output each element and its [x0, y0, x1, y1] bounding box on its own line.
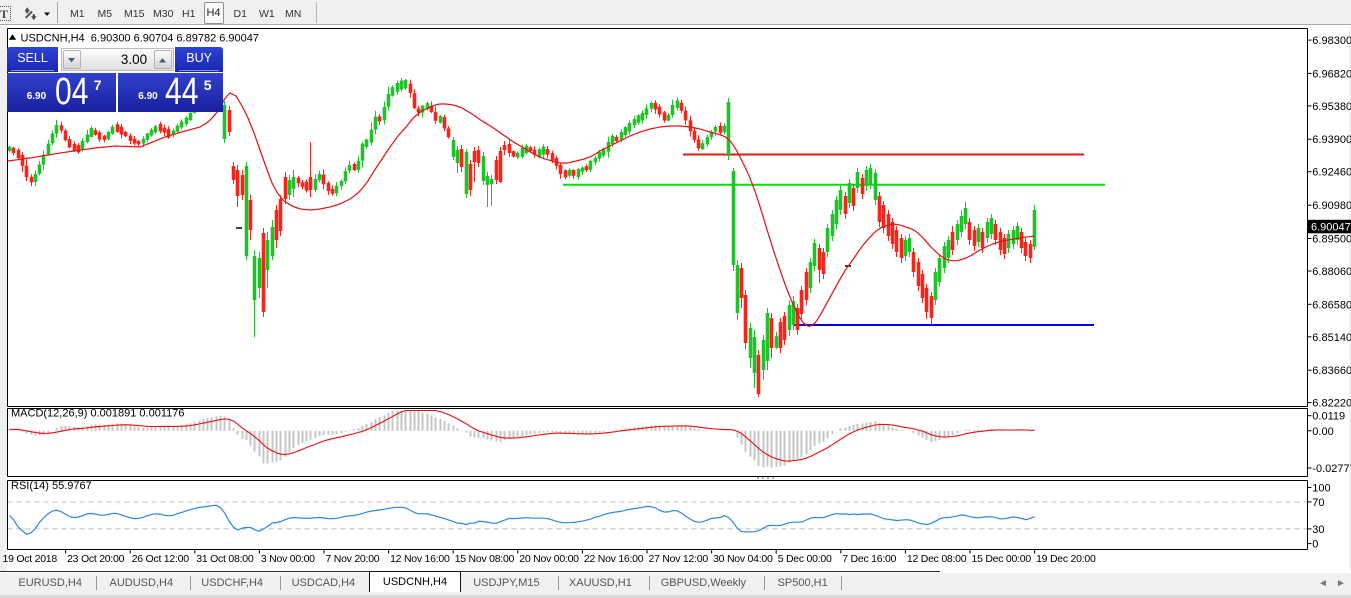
svg-text:19 Dec 20:00: 19 Dec 20:00	[1036, 553, 1096, 565]
svg-text:3 Nov 00:00: 3 Nov 00:00	[261, 553, 315, 565]
svg-text:6.95380: 6.95380	[1312, 101, 1351, 113]
svg-text:6.85140: 6.85140	[1312, 332, 1351, 344]
svg-text:26 Oct 12:00: 26 Oct 12:00	[132, 553, 190, 565]
svg-text:0.0119: 0.0119	[1312, 411, 1345, 423]
svg-text:6.83660: 6.83660	[1312, 365, 1351, 377]
svg-text:15 Nov 08:00: 15 Nov 08:00	[455, 553, 515, 565]
svg-text:-0.0277754: -0.0277754	[1312, 463, 1351, 475]
svg-text:6.93900: 6.93900	[1312, 134, 1351, 146]
svg-text:6.90980: 6.90980	[1312, 200, 1351, 212]
svg-text:23 Oct 20:00: 23 Oct 20:00	[67, 553, 125, 565]
svg-text:27 Nov 12:00: 27 Nov 12:00	[649, 553, 709, 565]
svg-text:100: 100	[1312, 482, 1330, 494]
svg-text:7 Dec 16:00: 7 Dec 16:00	[842, 553, 896, 565]
svg-text:6.89500: 6.89500	[1312, 234, 1351, 246]
svg-text:USDCNH,H4 6.90300 6.90704 6.8: USDCNH,H4 6.90300 6.90704 6.89782 6.9004…	[21, 32, 260, 44]
svg-text:19 Oct 2018: 19 Oct 2018	[3, 553, 58, 565]
svg-text:6.88060: 6.88060	[1312, 266, 1351, 278]
svg-text:15 Dec 00:00: 15 Dec 00:00	[972, 553, 1032, 565]
svg-text:6.86580: 6.86580	[1312, 299, 1351, 311]
svg-text:70: 70	[1312, 497, 1324, 509]
svg-text:0.00: 0.00	[1312, 426, 1333, 438]
svg-text:22 Nov 16:00: 22 Nov 16:00	[584, 553, 644, 565]
svg-text:6.96820: 6.96820	[1312, 68, 1351, 80]
svg-text:6.92460: 6.92460	[1312, 167, 1351, 179]
svg-text:6.90047: 6.90047	[1311, 222, 1351, 234]
svg-text:7 Nov 20:00: 7 Nov 20:00	[326, 553, 380, 565]
svg-text:RSI(14) 55.9767: RSI(14) 55.9767	[11, 480, 92, 492]
svg-text:6.82220: 6.82220	[1312, 398, 1351, 410]
svg-text:12 Nov 16:00: 12 Nov 16:00	[390, 553, 450, 565]
svg-text:6.98300: 6.98300	[1312, 35, 1351, 47]
svg-text:30 Nov 04:00: 30 Nov 04:00	[713, 553, 773, 565]
svg-text:MACD(12,26,9) 0.001891 0.00117: MACD(12,26,9) 0.001891 0.001176	[11, 408, 184, 420]
svg-text:0: 0	[1312, 539, 1318, 551]
svg-text:31 Oct 08:00: 31 Oct 08:00	[196, 553, 254, 565]
svg-text:12 Dec 08:00: 12 Dec 08:00	[907, 553, 967, 565]
svg-text:30: 30	[1312, 524, 1324, 536]
svg-text:20 Nov 00:00: 20 Nov 00:00	[519, 553, 579, 565]
svg-text:5 Dec 00:00: 5 Dec 00:00	[778, 553, 832, 565]
